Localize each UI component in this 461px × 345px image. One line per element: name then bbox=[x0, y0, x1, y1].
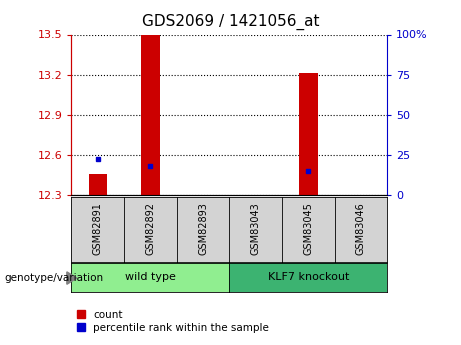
Legend: count, percentile rank within the sample: count, percentile rank within the sample bbox=[77, 310, 269, 333]
Bar bbox=[89, 174, 107, 195]
Text: GSM82893: GSM82893 bbox=[198, 202, 208, 255]
Text: GDS2069 / 1421056_at: GDS2069 / 1421056_at bbox=[142, 14, 319, 30]
Text: GSM82891: GSM82891 bbox=[93, 202, 103, 255]
Text: GSM83043: GSM83043 bbox=[251, 202, 260, 255]
Text: GSM83046: GSM83046 bbox=[356, 202, 366, 255]
Bar bbox=[141, 34, 160, 195]
Bar bbox=[299, 73, 318, 195]
Text: wild type: wild type bbox=[125, 273, 176, 282]
Text: GSM83045: GSM83045 bbox=[303, 202, 313, 255]
Text: genotype/variation: genotype/variation bbox=[5, 273, 104, 283]
Text: KLF7 knockout: KLF7 knockout bbox=[267, 273, 349, 282]
Text: GSM82892: GSM82892 bbox=[145, 202, 155, 255]
